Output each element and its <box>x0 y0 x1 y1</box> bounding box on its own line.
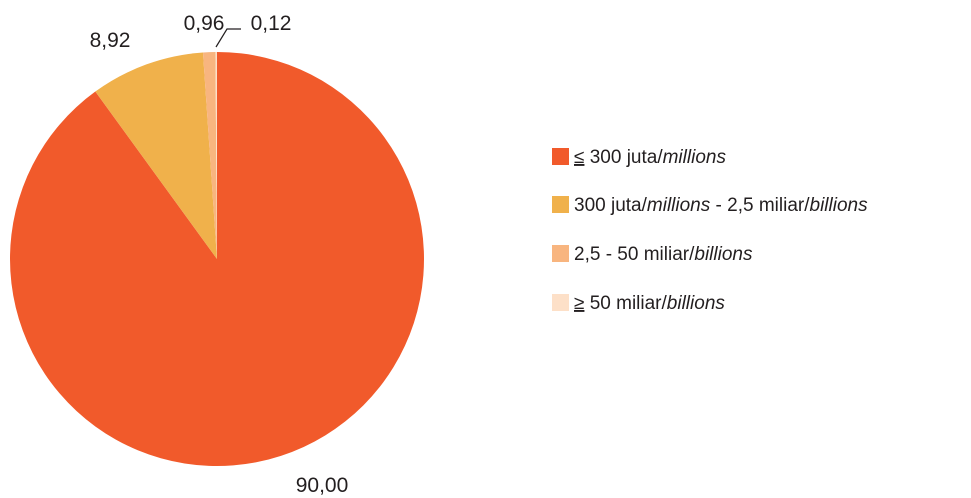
legend-item-1: 300 juta/millions - 2,5 miliar/billions <box>552 195 868 216</box>
pie-slice-2 <box>202 52 217 259</box>
pie-slice-1 <box>95 52 217 259</box>
legend-label-1-text: 300 juta/ <box>574 195 648 216</box>
legend-label-0: ≤ 300 juta/millions <box>574 147 726 168</box>
legend-label-1-suffix: - 2,5 miliar/ <box>710 195 810 216</box>
slice-label-3: 0,12 <box>251 12 292 35</box>
legend-label-0-italic: millions <box>663 147 727 168</box>
leader-line-0-12 <box>215 28 241 48</box>
legend-swatch-2 <box>552 245 569 262</box>
pie-slice-3 <box>215 52 217 259</box>
legend-item-2: 2,5 - 50 miliar/billions <box>552 244 753 265</box>
legend-swatch-0 <box>552 148 569 165</box>
slice-labels: 90,00 8,92 0,96 0,12 <box>90 12 349 497</box>
slice-label-2: 0,96 <box>184 12 225 35</box>
legend-label-2-text: 2,5 - 50 miliar/ <box>574 244 695 265</box>
pie-slices <box>9 52 424 466</box>
legend-label-1-italic: millions <box>647 195 711 216</box>
legend-label-1-italic2: billions <box>810 195 869 216</box>
pie-slice-0 <box>9 52 424 466</box>
legend: ≤ 300 juta/millions 300 juta/millions - … <box>552 147 868 314</box>
legend-label-2: 2,5 - 50 miliar/billions <box>574 244 753 265</box>
legend-item-3: ≥ 50 miliar/billions <box>552 293 725 314</box>
legend-label-3-prefix: ≥ <box>574 293 584 314</box>
slice-label-0: 90,00 <box>296 474 349 497</box>
legend-label-3: ≥ 50 miliar/billions <box>574 293 725 314</box>
legend-label-0-text: 300 juta/ <box>584 147 663 168</box>
legend-label-3-text: 50 miliar/ <box>584 293 667 314</box>
legend-swatch-1 <box>552 196 569 213</box>
leader-lines <box>215 28 241 48</box>
legend-label-1: 300 juta/millions - 2,5 miliar/billions <box>574 195 868 216</box>
legend-item-0: ≤ 300 juta/millions <box>552 147 726 168</box>
legend-label-0-prefix: ≤ <box>574 147 584 168</box>
legend-swatch-3 <box>552 294 569 311</box>
legend-label-3-italic: billions <box>667 293 726 314</box>
slice-label-1: 8,92 <box>90 29 131 52</box>
legend-label-2-italic: billions <box>694 244 753 265</box>
